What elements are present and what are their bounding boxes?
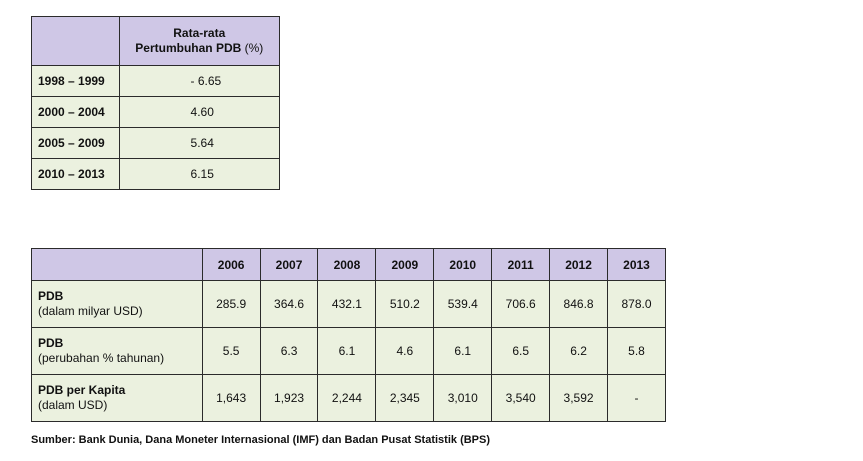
growth-value: 4.60 xyxy=(118,96,281,128)
table-row: PDB per Kapita (dalam USD) 1,643 1,923 2… xyxy=(31,374,666,422)
table-cell: 5.8 xyxy=(607,327,666,375)
growth-header-unit: (%) xyxy=(244,41,264,55)
table-row: 1998 – 1999 - 6.65 xyxy=(31,65,281,97)
table-row: PDB (dalam milyar USD) 285.9 364.6 432.1… xyxy=(31,280,666,328)
row-label-sub: (dalam USD) xyxy=(38,398,108,412)
year-header: 2011 xyxy=(491,248,551,281)
growth-value: - 6.65 xyxy=(118,65,281,97)
table-cell: 6.1 xyxy=(433,327,493,375)
table-cell: 6.1 xyxy=(317,327,377,375)
period-label: 2005 – 2009 xyxy=(31,127,120,159)
table-cell: 706.6 xyxy=(491,280,551,328)
table-cell: 846.8 xyxy=(549,280,609,328)
gdp-growth-average-table: Rata-rata Pertumbuhan PDB (%) 1998 – 199… xyxy=(31,16,281,190)
year-header: 2012 xyxy=(549,248,609,281)
table-row: PDB (perubahan % tahunan) 5.5 6.3 6.1 4.… xyxy=(31,327,666,375)
table-cell: 1,643 xyxy=(201,374,261,422)
year-header: 2009 xyxy=(375,248,435,281)
year-header: 2013 xyxy=(607,248,666,281)
table-corner-cell xyxy=(31,248,203,281)
row-label: PDB (dalam milyar USD) xyxy=(31,280,203,328)
table-row: 2000 – 2004 4.60 xyxy=(31,96,281,128)
table-cell: 878.0 xyxy=(607,280,666,328)
growth-value: 5.64 xyxy=(118,127,281,159)
source-note: Sumber: Bank Dunia, Dana Moneter Interna… xyxy=(31,434,491,446)
table-cell: 1,923 xyxy=(259,374,319,422)
table-cell: 3,010 xyxy=(433,374,493,422)
table-cell: 6.5 xyxy=(491,327,551,375)
table-cell: 3,592 xyxy=(549,374,609,422)
row-label-main: PDB xyxy=(38,289,64,303)
row-label-main: PDB per Kapita xyxy=(38,383,126,397)
table-cell: 285.9 xyxy=(201,280,261,328)
row-label-sub: (perubahan % tahunan) xyxy=(38,351,165,365)
row-label: PDB per Kapita (dalam USD) xyxy=(31,374,203,422)
table-cell: 6.3 xyxy=(259,327,319,375)
table-cell: 539.4 xyxy=(433,280,493,328)
period-label: 2000 – 2004 xyxy=(31,96,120,128)
period-label: 1998 – 1999 xyxy=(31,65,120,97)
year-header-row: 2006 2007 2008 2009 2010 2011 2012 2013 xyxy=(31,248,666,281)
year-header: 2010 xyxy=(433,248,493,281)
row-label-sub: (dalam milyar USD) xyxy=(38,304,143,318)
table-cell: 6.2 xyxy=(549,327,609,375)
growth-value: 6.15 xyxy=(118,158,281,190)
table-cell: 364.6 xyxy=(259,280,319,328)
growth-column-header: Rata-rata Pertumbuhan PDB (%) xyxy=(118,16,281,66)
year-header: 2006 xyxy=(201,248,261,281)
period-label: 2010 – 2013 xyxy=(31,158,120,190)
table-cell: 4.6 xyxy=(375,327,435,375)
table-cell: - xyxy=(607,374,666,422)
table-cell: 2,345 xyxy=(375,374,435,422)
table-cell: 432.1 xyxy=(317,280,377,328)
row-label-main: PDB xyxy=(38,336,64,350)
table-header-row: Rata-rata Pertumbuhan PDB (%) xyxy=(31,16,281,66)
growth-header-line1: Rata-rata xyxy=(173,26,226,40)
table-cell: 5.5 xyxy=(201,327,261,375)
table-cell: 2,244 xyxy=(317,374,377,422)
table-cell: 3,540 xyxy=(491,374,551,422)
table-row: 2005 – 2009 5.64 xyxy=(31,127,281,159)
gdp-by-year-table: 2006 2007 2008 2009 2010 2011 2012 2013 … xyxy=(31,248,666,422)
table-corner-cell xyxy=(31,16,120,66)
growth-header-line2: Pertumbuhan PDB xyxy=(135,41,245,55)
row-label: PDB (perubahan % tahunan) xyxy=(31,327,203,375)
year-header: 2008 xyxy=(317,248,377,281)
table-cell: 510.2 xyxy=(375,280,435,328)
table-row: 2010 – 2013 6.15 xyxy=(31,158,281,190)
year-header: 2007 xyxy=(259,248,319,281)
